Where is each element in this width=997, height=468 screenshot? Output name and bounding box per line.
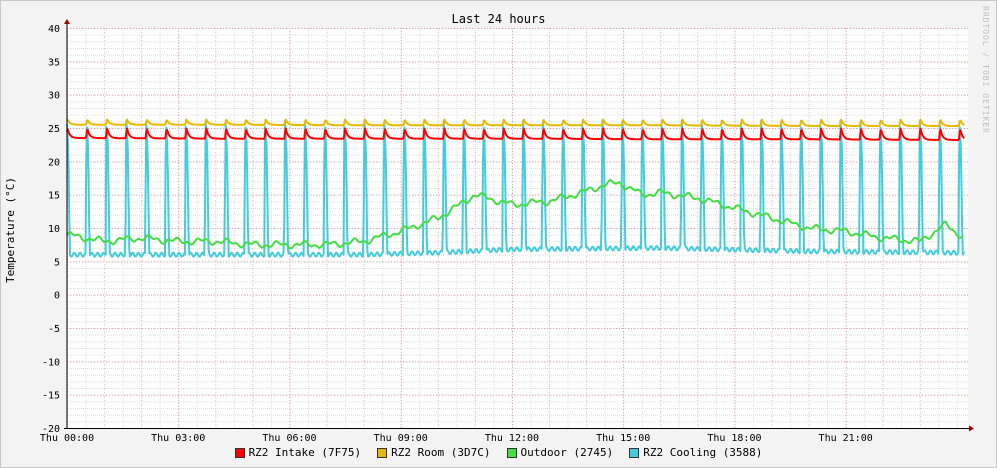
y-tick-label: 35 — [48, 57, 60, 68]
y-tick-label: 25 — [48, 124, 60, 135]
x-axis-arrow — [969, 425, 974, 432]
chart-title: Last 24 hours — [451, 12, 546, 26]
legend-label-intake: RZ2 Intake (7F75) — [248, 446, 362, 459]
x-tick-label: Thu 09:00 — [374, 433, 428, 444]
x-tick-label: Thu 21:00 — [819, 433, 873, 444]
legend-swatch-room — [377, 447, 388, 458]
y-tick-label: 30 — [48, 91, 60, 102]
legend: RZ2 Intake (7F75) RZ2 Room (3D7C) Outdoo… — [0, 446, 997, 459]
y-tick-label: 10 — [48, 224, 60, 235]
legend-label-cooling: RZ2 Cooling (3588) — [643, 446, 763, 459]
series-line-room — [66, 118, 965, 127]
x-tick-label: Thu 12:00 — [485, 433, 539, 444]
legend-swatch-cooling — [629, 447, 640, 458]
y-tick-label: 0 — [54, 291, 60, 302]
legend-item-room: RZ2 Room (3D7C) — [377, 446, 491, 459]
y-tick-label: -15 — [42, 391, 60, 402]
legend-label-outdoor: Outdoor (2745) — [520, 446, 614, 459]
y-tick-label: -5 — [48, 324, 60, 335]
x-tick-label: Thu 18:00 — [707, 433, 761, 444]
legend-label-room: RZ2 Room (3D7C) — [391, 446, 491, 459]
series-line-cooling — [66, 119, 966, 258]
y-tick-label: 40 — [48, 24, 60, 35]
legend-item-intake: RZ2 Intake (7F75) — [234, 446, 362, 459]
x-tick-label: Thu 00:00 — [40, 433, 94, 444]
x-tick-label: Thu 15:00 — [596, 433, 650, 444]
x-tick-label: Thu 03:00 — [151, 433, 205, 444]
series-line-outdoor — [66, 179, 964, 250]
legend-swatch-intake — [234, 447, 245, 458]
legend-item-cooling: RZ2 Cooling (3588) — [629, 446, 762, 459]
x-tick-label: Thu 06:00 — [262, 433, 316, 444]
y-tick-label: -20 — [42, 424, 60, 435]
y-tick-label: 20 — [48, 157, 60, 168]
y-tick-label: -10 — [42, 357, 60, 368]
y-tick-label: 15 — [48, 191, 60, 202]
y-tick-label: 5 — [54, 257, 60, 268]
legend-item-outdoor: Outdoor (2745) — [506, 446, 614, 459]
legend-swatch-outdoor — [506, 447, 517, 458]
y-axis-arrow — [64, 19, 70, 24]
series-line-intake — [66, 127, 966, 141]
